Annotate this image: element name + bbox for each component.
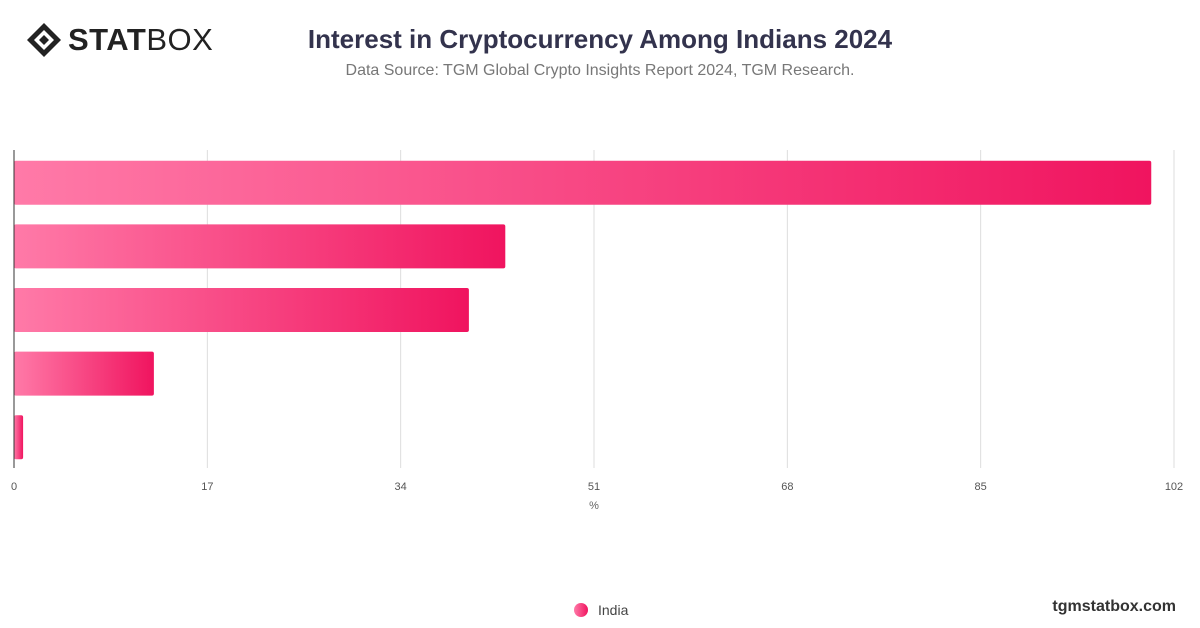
footer-brand[interactable]: tgmstatbox.com bbox=[1052, 598, 1176, 615]
x-tick-label: 85 bbox=[975, 481, 987, 493]
bar[interactable] bbox=[14, 415, 24, 460]
legend[interactable]: India bbox=[574, 602, 628, 618]
legend-swatch bbox=[574, 603, 588, 617]
logo-wordmark: STATBOX bbox=[68, 22, 213, 58]
chart-title: Interest in Cryptocurrency Among Indians… bbox=[307, 24, 893, 54]
bars bbox=[14, 160, 1152, 460]
bar-chart: 0 17 34 51 68 85 102 % bbox=[11, 150, 1183, 512]
x-tick-label: 102 bbox=[1165, 481, 1183, 493]
tick-labels: 0 17 34 51 68 85 102 bbox=[11, 481, 1183, 493]
bar[interactable] bbox=[14, 288, 469, 332]
x-tick-label: 17 bbox=[201, 481, 213, 493]
chart-subtitle: Data Source: TGM Global Crypto Insights … bbox=[345, 62, 855, 79]
x-axis-label: % bbox=[589, 500, 599, 512]
legend-label-india: India bbox=[598, 602, 629, 618]
bar[interactable] bbox=[14, 160, 1152, 205]
statbox-logo: STATBOX bbox=[26, 22, 213, 58]
statbox-diamond-icon bbox=[27, 23, 61, 57]
bar[interactable] bbox=[14, 224, 506, 269]
x-tick-label: 68 bbox=[781, 481, 793, 493]
bar[interactable] bbox=[14, 351, 154, 396]
logo-wordmark-light: BOX bbox=[146, 22, 214, 57]
x-tick-label: 34 bbox=[395, 481, 407, 493]
x-tick-label: 0 bbox=[11, 481, 17, 493]
x-tick-label: 51 bbox=[588, 481, 600, 493]
logo-wordmark-bold: STAT bbox=[68, 22, 147, 57]
